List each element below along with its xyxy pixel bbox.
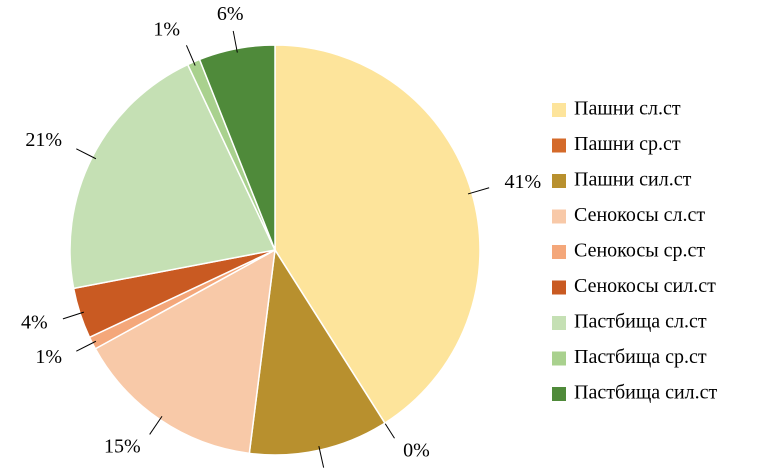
legend-label: Сенокосы ср.ст (574, 240, 705, 262)
legend-label: Пастбища ср.ст (574, 346, 707, 368)
legend-label: Пашни ср.ст (574, 133, 681, 155)
legend-swatch (552, 316, 566, 330)
legend-label: Сенокосы сл.ст (574, 204, 705, 226)
leader-line (318, 446, 325, 468)
legend-swatch (552, 280, 566, 295)
legend-label: Сенокосы сил.ст (574, 275, 716, 297)
legend-label: Пашни сил.ст (574, 169, 692, 191)
data-label: 1% (35, 346, 62, 368)
legend-swatch (552, 351, 566, 366)
leader-line (185, 45, 196, 66)
data-label: 1% (153, 18, 180, 40)
data-label: 6% (217, 3, 244, 25)
data-label: 0% (403, 439, 430, 461)
legend-label: Пастбища сл.ст (574, 311, 707, 333)
legend-label: Пашни сл.ст (574, 98, 681, 120)
leader-line (76, 340, 97, 352)
legend-swatch (552, 103, 566, 117)
leader-line (232, 30, 238, 53)
leader-line (62, 311, 84, 320)
leader-line (467, 187, 490, 195)
data-label: 21% (25, 129, 62, 151)
leader-line (149, 415, 163, 435)
legend-swatch (552, 138, 566, 153)
legend-swatch (552, 245, 566, 259)
legend-swatch (552, 387, 566, 401)
leader-line (76, 148, 97, 160)
data-label: 41% (505, 171, 542, 193)
legend-label: Пастбища сил.ст (574, 382, 718, 404)
data-label: 4% (21, 311, 48, 333)
data-label: 15% (104, 435, 141, 457)
legend-swatch (552, 209, 566, 224)
data-label: 11% (309, 471, 345, 475)
legend-swatch (552, 174, 566, 188)
